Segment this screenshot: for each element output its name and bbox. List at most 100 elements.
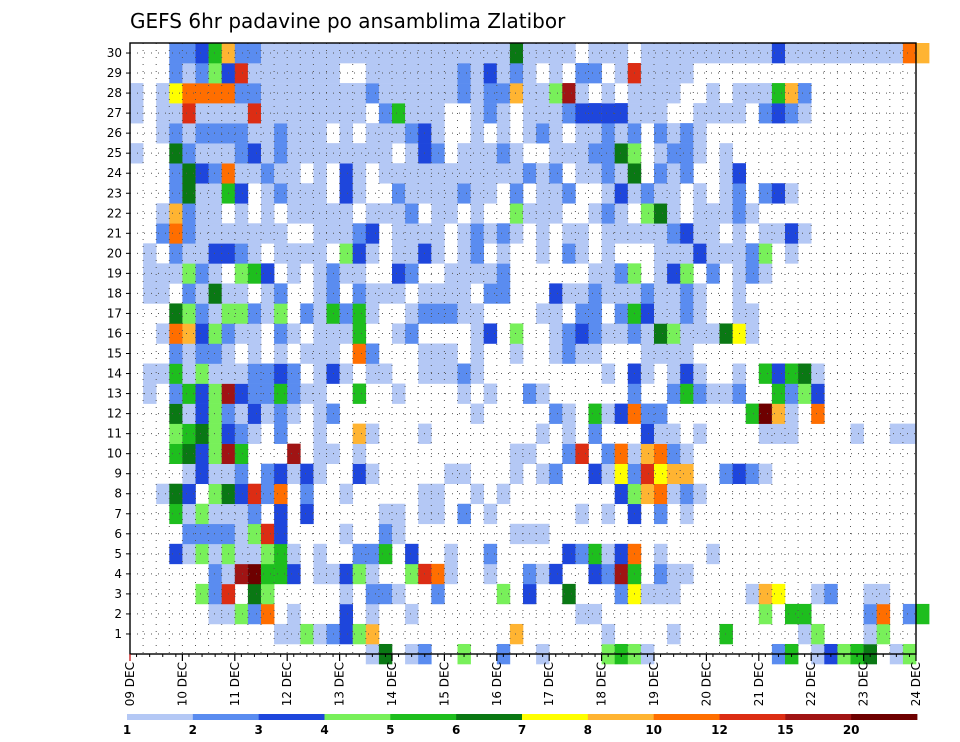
heatmap-cell (680, 343, 694, 364)
heatmap-cell (169, 383, 183, 404)
heatmap-cell (405, 563, 419, 585)
heatmap-cell (614, 183, 629, 204)
heatmap-cell (234, 83, 249, 104)
heatmap-cell (667, 423, 681, 444)
heatmap-cell (693, 183, 707, 204)
heatmap-cell (680, 323, 694, 344)
heatmap-cell (758, 403, 773, 424)
y-tick-label: 2 (114, 607, 122, 621)
heatmap-cell (876, 583, 891, 605)
heatmap-cell (601, 183, 615, 204)
heatmap-cell (496, 83, 511, 104)
heatmap-cell (758, 43, 773, 64)
heatmap-cell (640, 403, 655, 424)
heatmap-cell (274, 63, 288, 84)
heatmap-cell (339, 583, 353, 605)
heatmap-cell (156, 483, 170, 505)
y-tick-label: 3 (114, 587, 122, 601)
heatmap-cell (169, 163, 183, 184)
heatmap-cell (339, 303, 353, 324)
heatmap-cell (156, 263, 170, 284)
heatmap-cell (902, 423, 917, 444)
heatmap-cell (758, 183, 773, 204)
heatmap-cell (365, 203, 380, 224)
heatmap-cell (182, 123, 196, 144)
heatmap-cell (182, 303, 196, 324)
heatmap-cell (667, 203, 681, 224)
heatmap-cell (719, 103, 733, 124)
heatmap-cell (261, 123, 275, 144)
heatmap-cell (588, 543, 602, 565)
heatmap-cell (352, 83, 367, 104)
heatmap-cell (392, 123, 406, 144)
heatmap-cell (339, 323, 353, 344)
heatmap-cell (863, 603, 877, 625)
heatmap-cell (680, 143, 694, 164)
heatmap-cell (693, 423, 707, 444)
heatmap-cell (313, 543, 327, 565)
heatmap-cell (405, 123, 419, 144)
heatmap-cell (378, 583, 393, 605)
colorbar-segment (653, 714, 720, 720)
heatmap-cell (693, 483, 707, 505)
heatmap-cell (195, 43, 209, 64)
heatmap-cell (457, 223, 471, 244)
heatmap-cell (339, 103, 353, 124)
heatmap-cell (195, 323, 209, 344)
heatmap-cell (798, 623, 812, 645)
heatmap-cell (169, 43, 183, 64)
heatmap-cell (300, 183, 314, 204)
heatmap-cell (706, 323, 720, 344)
heatmap-cell (719, 623, 733, 645)
heatmap-cell (378, 523, 393, 545)
colorbar-segment (258, 714, 325, 720)
colorbar-label: 2 (189, 723, 197, 737)
heatmap-cell (719, 43, 733, 64)
heatmap-cell (614, 323, 629, 344)
y-tick-label: 1 (114, 627, 122, 641)
heatmap-cell (208, 503, 222, 525)
y-tick-label: 25 (107, 146, 122, 160)
heatmap-cell (509, 323, 524, 344)
x-tick-label: 15 DEC (437, 662, 451, 706)
heatmap-cell (614, 203, 629, 224)
heatmap-cell (234, 503, 249, 525)
heatmap-cell (706, 243, 720, 264)
heatmap-cell (614, 263, 629, 284)
heatmap-cell (261, 363, 275, 384)
heatmap-cell (392, 243, 406, 264)
heatmap-cell (654, 203, 668, 224)
heatmap-cell (274, 223, 288, 244)
heatmap-cell (575, 103, 589, 124)
heatmap-cell (247, 603, 262, 625)
heatmap-cell (182, 323, 196, 344)
heatmap-cell (509, 203, 524, 224)
heatmap-cell (274, 123, 288, 144)
heatmap-cell (916, 43, 930, 64)
heatmap-cell (274, 423, 288, 444)
heatmap-cell (667, 283, 681, 304)
heatmap-cell (785, 223, 799, 244)
heatmap-cell (392, 43, 406, 64)
heatmap-cell (549, 163, 563, 184)
heatmap-cell (339, 43, 353, 64)
heatmap-cell (287, 63, 301, 84)
heatmap-cell (470, 323, 484, 344)
heatmap-cell (287, 543, 301, 565)
heatmap-cell (352, 243, 367, 264)
heatmap-cell (339, 203, 353, 224)
heatmap-cell (575, 143, 589, 164)
heatmap-cell (509, 63, 524, 84)
heatmap-cell (365, 223, 380, 244)
heatmap-cell (483, 323, 498, 344)
heatmap-cell (785, 43, 799, 64)
colorbar-segment (324, 714, 391, 720)
heatmap-cell (876, 603, 891, 625)
heatmap-cell (536, 523, 550, 545)
heatmap-cell (745, 243, 760, 264)
heatmap-cell (313, 143, 327, 164)
heatmap-cell (378, 143, 393, 164)
heatmap-cell (758, 103, 773, 124)
heatmap-cell (365, 83, 380, 104)
heatmap-cell (208, 603, 222, 625)
